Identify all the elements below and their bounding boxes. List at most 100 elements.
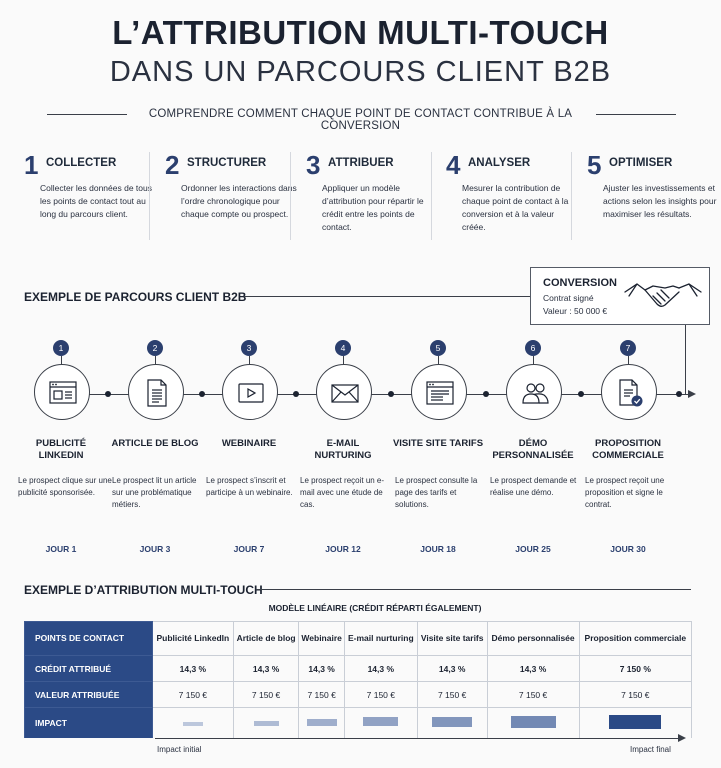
impact-bar [609,714,662,729]
step-1: 1 COLLECTER Collecter les données de tous … [24,150,154,240]
step-3: 3 ATTRIBUER Appliquer un modèle d’attribut… [306,150,436,240]
touchpoint-badge: 6 [525,340,541,356]
conversion-connector [685,325,686,395]
timeline-dot [482,391,489,397]
timeline-dot [577,391,584,397]
value-cell: 7 150 € [298,681,345,708]
touchpoint-description: Le prospect s’inscrit et participe à un … [206,476,293,497]
touchpoint-badge: 5 [430,340,446,356]
step-number: 2 [165,150,180,180]
conversion-box: CONVERSION Contrat signé Valeur : 50 000… [530,267,710,325]
touchpoint-circle [506,364,562,420]
impact-bar [182,721,203,726]
conversion-title: CONVERSION [543,277,617,289]
table-row: IMPACT [24,707,693,738]
credit-cell: 14,3 % [152,655,234,682]
touchpoint-description: Le prospect reçoit une proposition et si… [585,476,665,509]
journey-title: EXEMPLE DE PARCOURS CLIENT B2B [24,290,247,304]
step-name: OPTIMISER [609,157,673,169]
impact-cell [298,707,345,738]
badge-connector [533,356,534,364]
page-subtitle: DANS UN PARCOURS CLIENT B2B [109,56,612,88]
divider-right [596,114,676,115]
step-number: 5 [587,150,602,180]
attribution-table: POINTS DE CONTACT Publicité LinkedIn Artic… [24,621,693,738]
credit-cell: 14,3 % [343,655,418,682]
touchpoint-day: JOUR 18 [420,544,456,554]
touchpoint-name: PUBLICITÉ LINKEDIN [35,438,87,461]
step-name: COLLECTER [46,157,117,169]
journey-title-line [244,296,530,297]
step-description: Ordonner les interactions dans l’ordre c… [181,183,297,219]
step-description: Ajuster les investissements et actions s… [603,183,717,219]
impact-bar [510,715,556,728]
timeline-dot [387,391,394,397]
touchpoint-description: Le prospect consulte la page des tarifs … [395,476,478,509]
conversion-contract: Contrat signé [543,293,594,303]
impact-bar [253,720,279,726]
step-divider [149,152,150,240]
touchpoint-name: PROPOSITION COMMERCIALE [592,438,664,461]
step-name: ANALYSER [468,157,531,169]
badge-connector [628,356,629,364]
step-2: 2 STRUCTURER Ordonner les interactions dan… [165,150,297,240]
touchpoint-name: VISITE SITE TARIFS [392,438,484,449]
timeline-dot [199,391,205,397]
touchpoint-name: WEBINAIRE [221,438,277,449]
impact-cell [152,707,234,738]
touchpoint-circle [601,364,657,420]
touchpoint-name: ARTICLE DE BLOG [111,438,199,449]
impact-cell [416,707,488,738]
page-title: L’ATTRIBUTION MULTI-TOUCH [112,14,609,51]
impact-cell [486,707,580,738]
badge-connector [343,356,344,364]
row-header: CRÉDIT ATTRIBUÉ [24,655,153,682]
handshake-icon [624,283,702,307]
touchpoint-circle [34,364,90,420]
touchpoint-name: E-MAIL NURTURING [314,438,372,461]
credit-cell: 14,3 % [416,655,488,682]
step-description: Appliquer un modèle d’attribution pour r… [322,183,424,232]
credit-cell: 7 150 % [578,655,693,682]
contact-point-cell: Webinaire [298,621,345,656]
step-4: 4 ANALYSER Mesurer la contribution de chaq… [446,150,576,240]
credit-cell: 14,3 % [232,655,300,682]
contact-point-cell: Article de blog [232,621,300,656]
touchpoint-day: JOUR 3 [139,544,171,554]
touchpoint-day: JOUR 30 [610,544,646,554]
contact-point-cell: Publicité LinkedIn [152,621,234,656]
touchpoint-circle [222,364,278,420]
row-header: IMPACT [24,707,153,738]
impact-axis [155,738,680,739]
badge-connector [249,356,250,364]
value-cell: 7 150 € [416,681,488,708]
touchpoint-badge: 2 [147,340,163,356]
step-name: ATTRIBUER [328,157,394,169]
touchpoint-description: Le prospect lit un article sur une probl… [112,476,197,509]
conversion-value: Valeur : 50 000 € [543,306,608,316]
contact-point-cell: E-mail nurturing [343,621,418,656]
touchpoint-name: DÉMO PERSONNALISÉE [492,438,574,461]
touchpoint-day: JOUR 25 [515,544,551,554]
touchpoint-badge: 7 [620,340,636,356]
table-row: POINTS DE CONTACT Publicité LinkedIn Artic… [24,621,693,656]
timeline-arrow-icon [688,390,696,398]
step-number: 4 [446,150,461,180]
impact-bar [432,716,473,727]
row-header: POINTS DE CONTACT [24,621,153,656]
value-cell: 7 150 € [486,681,580,708]
touchpoint-day: JOUR 12 [325,544,361,554]
touchpoint-circle [128,364,184,420]
touchpoint-badge: 1 [53,340,69,356]
step-name: STRUCTURER [187,157,267,169]
contact-point-cell: Proposition commerciale [578,621,693,656]
step-divider [431,152,432,240]
touchpoint-circle [316,364,372,420]
impact-cell [232,707,300,738]
impact-cell [343,707,418,738]
contact-point-cell: Visite site tarifs [416,621,488,656]
step-number: 1 [24,150,39,180]
timeline-dot [293,391,299,397]
impact-cell [578,707,693,738]
table-row: CRÉDIT ATTRIBUÉ 14,3 % 14,3 % 14,3 % 14,3 % 1… [24,655,693,682]
